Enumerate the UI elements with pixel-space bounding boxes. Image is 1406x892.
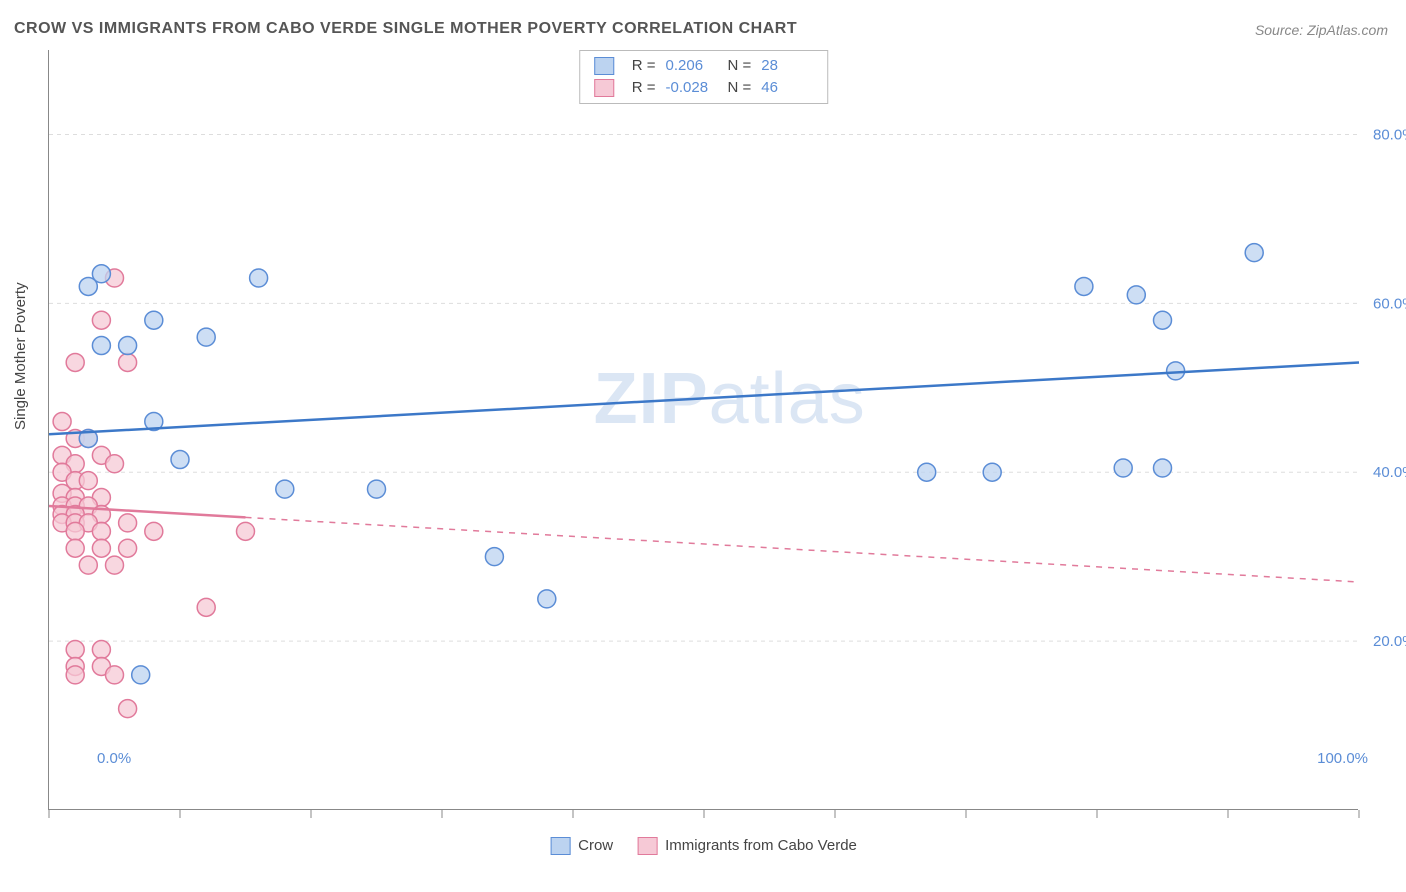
svg-text:80.0%: 80.0% [1373, 126, 1406, 143]
legend-r-value: -0.028 [666, 77, 718, 99]
legend-r-value: 0.206 [666, 55, 718, 77]
legend-item: Crow [550, 837, 613, 855]
legend-label: Immigrants from Cabo Verde [665, 837, 857, 854]
chart-container: CROW VS IMMIGRANTS FROM CABO VERDE SINGL… [0, 0, 1406, 892]
swatch-icon [637, 837, 657, 855]
legend-label: Crow [578, 837, 613, 854]
source-attribution: Source: ZipAtlas.com [1255, 22, 1388, 38]
legend-n-label: N = [728, 77, 752, 99]
legend-n-label: N = [728, 55, 752, 77]
swatch-icon [550, 837, 570, 855]
chart-title: CROW VS IMMIGRANTS FROM CABO VERDE SINGL… [14, 20, 797, 38]
y-axis-label: Single Mother Poverty [12, 282, 29, 430]
chart-svg: 20.0%40.0%60.0%80.0% [49, 50, 1358, 809]
series-legend: Crow Immigrants from Cabo Verde [550, 837, 857, 855]
legend-n-value: 28 [761, 55, 813, 77]
legend-r-label: R = [632, 55, 656, 77]
swatch-icon [594, 79, 614, 97]
swatch-icon [594, 57, 614, 75]
legend-row: R = -0.028 N = 46 [594, 77, 814, 99]
correlation-legend: R = 0.206 N = 28 R = -0.028 N = 46 [579, 50, 829, 104]
legend-item: Immigrants from Cabo Verde [637, 837, 857, 855]
legend-n-value: 46 [761, 77, 813, 99]
plot-area: ZIPatlas R = 0.206 N = 28 R = -0.028 N =… [48, 50, 1358, 810]
x-tick-label: 0.0% [97, 750, 131, 767]
legend-row: R = 0.206 N = 28 [594, 55, 814, 77]
svg-text:20.0%: 20.0% [1373, 633, 1406, 650]
svg-text:40.0%: 40.0% [1373, 464, 1406, 481]
svg-text:60.0%: 60.0% [1373, 295, 1406, 312]
legend-r-label: R = [632, 77, 656, 99]
x-tick-label: 100.0% [1317, 750, 1368, 767]
